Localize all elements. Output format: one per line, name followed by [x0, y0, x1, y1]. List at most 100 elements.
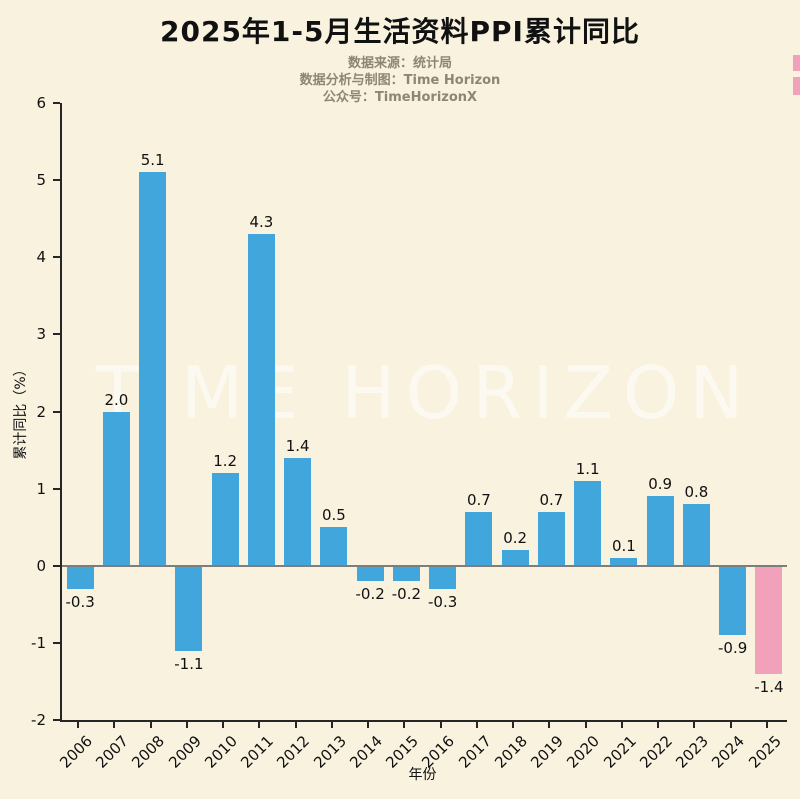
x-tick-mark — [367, 722, 370, 728]
bar-2023 — [682, 504, 710, 566]
value-label-2021: 0.1 — [611, 537, 636, 556]
x-tick-mark — [222, 722, 225, 728]
y-tick-label: 1 — [36, 479, 46, 498]
account-line: 公众号：TimeHorizonX — [322, 90, 478, 105]
bar-2012 — [284, 457, 312, 566]
value-label-2023: 0.8 — [684, 483, 709, 502]
x-tick-2007: 2007 — [92, 720, 132, 780]
bar-2011 — [247, 234, 275, 566]
chart-title: 2025年1-5月生活资料PPI累计同比 — [160, 15, 640, 48]
y-tick-mark — [53, 256, 60, 259]
x-tick-mark — [403, 722, 406, 728]
x-axis-label: 年份 — [408, 767, 437, 783]
x-tick-mark — [512, 722, 515, 728]
bar-2006 — [66, 565, 94, 589]
value-label-2025: -1.4 — [754, 677, 784, 696]
x-tick-mark — [657, 722, 660, 728]
page-edge-marker-top — [793, 55, 800, 71]
bar-2008 — [139, 172, 167, 566]
value-label-2010: 1.2 — [213, 452, 238, 471]
y-tick-label: 4 — [36, 248, 46, 267]
x-tick-2024: 2024 — [709, 720, 749, 780]
x-tick-mark — [185, 722, 188, 728]
y-tick-mark — [53, 487, 60, 490]
x-tick-2025: 2025 — [745, 720, 785, 780]
bar-2014 — [356, 565, 384, 582]
x-tick-mark — [439, 722, 442, 728]
bar-2015 — [392, 565, 420, 582]
value-label-2014: -0.2 — [355, 585, 385, 604]
y-axis-ticks: 6 5 4 3 2 1 0 -1 -2 — [0, 94, 60, 729]
y-tick-mark — [53, 641, 60, 644]
x-tick-2011: 2011 — [237, 720, 277, 780]
x-tick-mark — [765, 722, 768, 728]
value-label-2012: 1.4 — [285, 436, 310, 455]
x-tick-2018: 2018 — [491, 720, 531, 780]
x-tick-2006: 2006 — [56, 720, 96, 780]
bar-2010 — [211, 473, 239, 566]
x-tick-mark — [113, 722, 116, 728]
x-tick-mark — [330, 722, 333, 728]
y-tick-mark — [53, 102, 60, 104]
y-tick-mark — [53, 719, 60, 721]
value-label-2016: -0.3 — [427, 592, 458, 611]
y-tick-mark — [53, 179, 60, 182]
value-label-2011: 4.3 — [249, 213, 274, 232]
bar-2021 — [610, 558, 638, 566]
y-tick-label: 5 — [36, 171, 46, 190]
bar-2019 — [537, 511, 565, 566]
y-tick-label: -1 — [31, 633, 46, 652]
x-tick-2017: 2017 — [455, 720, 495, 780]
value-label-2024: -0.9 — [717, 639, 748, 658]
bar-2020 — [574, 480, 602, 566]
value-label-2009: -1.1 — [174, 654, 204, 673]
bar-2018 — [501, 550, 529, 566]
value-label-2008: 5.1 — [140, 151, 165, 170]
x-tick-mark — [258, 722, 261, 728]
x-tick-2019: 2019 — [527, 720, 567, 780]
y-tick-label: 3 — [36, 325, 46, 344]
value-label-2019: 0.7 — [539, 490, 564, 509]
x-tick-2012: 2012 — [274, 720, 314, 780]
value-label-2006: -0.3 — [65, 592, 95, 611]
value-label-2022: 0.9 — [648, 475, 673, 494]
x-tick-mark — [294, 722, 297, 728]
bar-2024 — [719, 565, 747, 636]
x-tick-2015: 2015 — [382, 720, 422, 780]
bar-2025 — [755, 565, 783, 674]
y-tick-mark — [53, 564, 60, 567]
y-tick-mark — [53, 410, 60, 413]
x-tick-mark — [475, 722, 478, 728]
x-tick-mark — [620, 722, 623, 728]
x-axis-ticks: 2006 2007 2008 2009 2010 2011 2012 2013 2014 2015… — [56, 720, 785, 782]
x-tick-mark — [584, 722, 587, 728]
x-tick-mark — [693, 722, 696, 728]
watermark-text: TIME HORIZON — [95, 351, 754, 435]
bar-2016 — [429, 565, 457, 589]
x-tick-mark — [548, 722, 551, 728]
y-tick-mark — [53, 333, 60, 336]
x-tick-2022: 2022 — [636, 720, 676, 780]
bar-2017 — [465, 511, 493, 566]
x-tick-2013: 2013 — [310, 720, 350, 780]
value-label-2015: -0.2 — [391, 585, 422, 604]
x-tick-mark — [729, 722, 732, 728]
y-tick-label: 0 — [36, 556, 46, 575]
page-edge-marker-bottom — [793, 77, 800, 95]
x-tick-2009: 2009 — [165, 720, 205, 780]
y-tick-label: 6 — [36, 94, 46, 112]
value-label-2007: 2.0 — [104, 390, 129, 409]
zero-line — [62, 564, 787, 567]
bar-2022 — [646, 496, 674, 566]
x-tick-2020: 2020 — [564, 720, 604, 780]
y-tick-label: 2 — [36, 402, 46, 421]
bar-2013 — [320, 527, 348, 566]
value-label-2017: 0.7 — [466, 490, 491, 509]
x-tick-2016: 2016 — [419, 720, 459, 780]
bar-2009 — [175, 565, 203, 651]
data-source-line: 数据来源：统计局 — [347, 56, 452, 71]
x-tick-mark — [149, 722, 152, 728]
x-tick-2010: 2010 — [201, 720, 241, 780]
x-tick-2021: 2021 — [600, 720, 640, 780]
